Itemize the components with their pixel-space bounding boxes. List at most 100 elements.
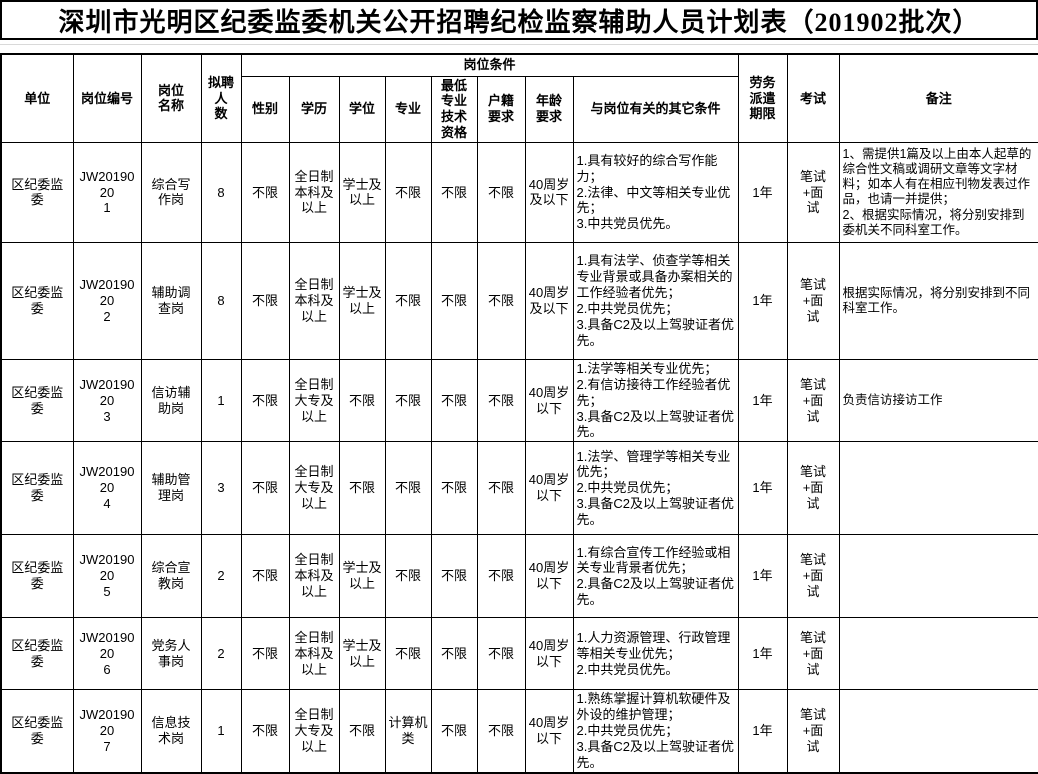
cell-dispatch-period: 1年	[737, 441, 788, 536]
cell-min-qualification: 不限	[430, 534, 478, 619]
cell-hire-count: 2	[200, 534, 242, 619]
cell-unit: 区纪委监委	[0, 241, 74, 360]
cell-household: 不限	[476, 441, 526, 536]
cell-major: 不限	[384, 358, 432, 443]
cell-remarks	[838, 617, 1038, 691]
cell-education: 全日制 大专及 以上	[288, 441, 340, 536]
cell-household: 不限	[476, 358, 526, 443]
cell-job-code: JW2019020 6	[72, 617, 142, 691]
cell-age: 40周岁 及以下	[524, 141, 574, 243]
cell-job-name: 信访辅 助岗	[140, 358, 202, 443]
cell-hire-count: 2	[200, 617, 242, 691]
cell-exam: 笔试+面 试	[786, 241, 840, 360]
cell-remarks	[838, 441, 1038, 536]
header-education: 学历	[288, 75, 340, 143]
header-age: 年龄 要求	[524, 75, 574, 143]
cell-job-code: JW2019020 2	[72, 241, 142, 360]
cell-job-name: 信息技 术岗	[140, 689, 202, 774]
cell-other-conditions: 1.有综合宣传工作经验或相关专业背景者优先； 2.具备C2及以上驾驶证者优先。	[572, 534, 739, 619]
cell-major: 不限	[384, 617, 432, 691]
recruitment-table: 单位 岗位编号 岗位 名称 拟聘人 数 岗位条件 劳务 派遣 期限 考试 备注 …	[0, 53, 1038, 774]
cell-other-conditions: 1.具有法学、侦查学等相关专业背景或具备办案相关的工作经验者优先； 2.中共党员…	[572, 241, 739, 360]
cell-exam: 笔试+面 试	[786, 141, 840, 243]
cell-age: 40周岁 及以下	[524, 241, 574, 360]
table-row: 区纪委监委 JW2019020 3 信访辅 助岗 1 不限 全日制 大专及 以上…	[0, 358, 1038, 443]
header-row-group: 单位 岗位编号 岗位 名称 拟聘人 数 岗位条件 劳务 派遣 期限 考试 备注	[0, 53, 1038, 143]
cell-education: 全日制 本科及 以上	[288, 534, 340, 619]
cell-age: 40周岁 以下	[524, 617, 574, 691]
cell-gender: 不限	[240, 358, 290, 443]
cell-dispatch-period: 1年	[737, 689, 788, 774]
header-job-code: 岗位编号	[72, 53, 142, 143]
cell-major: 不限	[384, 534, 432, 619]
cell-major: 不限	[384, 141, 432, 243]
cell-degree: 不限	[338, 689, 386, 774]
cell-age: 40周岁 以下	[524, 358, 574, 443]
cell-degree: 学士及 以上	[338, 141, 386, 243]
cell-job-code: JW2019020 7	[72, 689, 142, 774]
cell-education: 全日制 大专及 以上	[288, 358, 340, 443]
cell-unit: 区纪委监委	[0, 689, 74, 774]
cell-household: 不限	[476, 617, 526, 691]
cell-dispatch-period: 1年	[737, 358, 788, 443]
cell-education: 全日制 本科及 以上	[288, 141, 340, 243]
cell-min-qualification: 不限	[430, 241, 478, 360]
cell-education: 全日制 本科及 以上	[288, 617, 340, 691]
header-job-name: 岗位 名称	[140, 53, 202, 143]
header-degree: 学位	[338, 75, 386, 143]
cell-job-name: 党务人 事岗	[140, 617, 202, 691]
cell-education: 全日制 本科及 以上	[288, 241, 340, 360]
cell-hire-count: 8	[200, 141, 242, 243]
header-unit: 单位	[0, 53, 74, 143]
table-row: 区纪委监委 JW2019020 5 综合宣 教岗 2 不限 全日制 本科及 以上…	[0, 534, 1038, 619]
cell-other-conditions: 1.法学等相关专业优先； 2.有信访接待工作经验者优先； 3.具备C2及以上驾驶…	[572, 358, 739, 443]
cell-major: 不限	[384, 441, 432, 536]
table-row: 区纪委监委 JW2019020 6 党务人 事岗 2 不限 全日制 本科及 以上…	[0, 617, 1038, 691]
header-exam: 考试	[786, 53, 840, 143]
cell-job-code: JW2019020 5	[72, 534, 142, 619]
cell-min-qualification: 不限	[430, 441, 478, 536]
cell-gender: 不限	[240, 241, 290, 360]
cell-min-qualification: 不限	[430, 141, 478, 243]
cell-remarks	[838, 534, 1038, 619]
cell-min-qualification: 不限	[430, 617, 478, 691]
cell-age: 40周岁 以下	[524, 689, 574, 774]
header-min-qualification: 最低 专业 技术 资格	[430, 75, 478, 143]
cell-job-code: JW2019020 4	[72, 441, 142, 536]
header-major: 专业	[384, 75, 432, 143]
cell-remarks: 1、需提供1篇及以上由本人起草的综合性文稿或调研文章等文字材料；如本人有在相应刊…	[838, 141, 1038, 243]
table-row: 区纪委监委 JW2019020 7 信息技 术岗 1 不限 全日制 大专及 以上…	[0, 689, 1038, 774]
cell-major: 不限	[384, 241, 432, 360]
cell-unit: 区纪委监委	[0, 441, 74, 536]
cell-job-name: 综合宣 教岗	[140, 534, 202, 619]
cell-other-conditions: 1.具有较好的综合写作能力； 2.法律、中文等相关专业优先； 3.中共党员优先。	[572, 141, 739, 243]
cell-other-conditions: 1.熟练掌握计算机软硬件及外设的维护管理； 2.中共党员优先； 3.具备C2及以…	[572, 689, 739, 774]
cell-dispatch-period: 1年	[737, 534, 788, 619]
cell-unit: 区纪委监委	[0, 617, 74, 691]
cell-gender: 不限	[240, 141, 290, 243]
cell-degree: 不限	[338, 441, 386, 536]
cell-gender: 不限	[240, 534, 290, 619]
cell-degree: 学士及 以上	[338, 241, 386, 360]
title-bar: 深圳市光明区纪委监委机关公开招聘纪检监察辅助人员计划表（201902批次）	[0, 0, 1038, 40]
table-header: 单位 岗位编号 岗位 名称 拟聘人 数 岗位条件 劳务 派遣 期限 考试 备注 …	[0, 53, 1038, 143]
table-row: 区纪委监委 JW2019020 2 辅助调 查岗 8 不限 全日制 本科及 以上…	[0, 241, 1038, 360]
cell-age: 40周岁 以下	[524, 534, 574, 619]
cell-household: 不限	[476, 141, 526, 243]
cell-unit: 区纪委监委	[0, 358, 74, 443]
cell-degree: 不限	[338, 358, 386, 443]
cell-job-name: 辅助调 查岗	[140, 241, 202, 360]
cell-education: 全日制 大专及 以上	[288, 689, 340, 774]
cell-other-conditions: 1.法学、管理学等相关专业优先； 2.中共党员优先； 3.具备C2及以上驾驶证者…	[572, 441, 739, 536]
cell-hire-count: 8	[200, 241, 242, 360]
spreadsheet-gridline-gap	[0, 40, 1038, 53]
cell-exam: 笔试+面 试	[786, 534, 840, 619]
cell-household: 不限	[476, 534, 526, 619]
cell-household: 不限	[476, 241, 526, 360]
cell-dispatch-period: 1年	[737, 141, 788, 243]
cell-degree: 学士及 以上	[338, 534, 386, 619]
cell-household: 不限	[476, 689, 526, 774]
header-row-sub: 性别 学历 学位 专业 最低 专业 技术 资格 户籍 要求 年龄 要求 与岗位有…	[1, 75, 1038, 143]
cell-age: 40周岁 以下	[524, 441, 574, 536]
cell-gender: 不限	[240, 689, 290, 774]
